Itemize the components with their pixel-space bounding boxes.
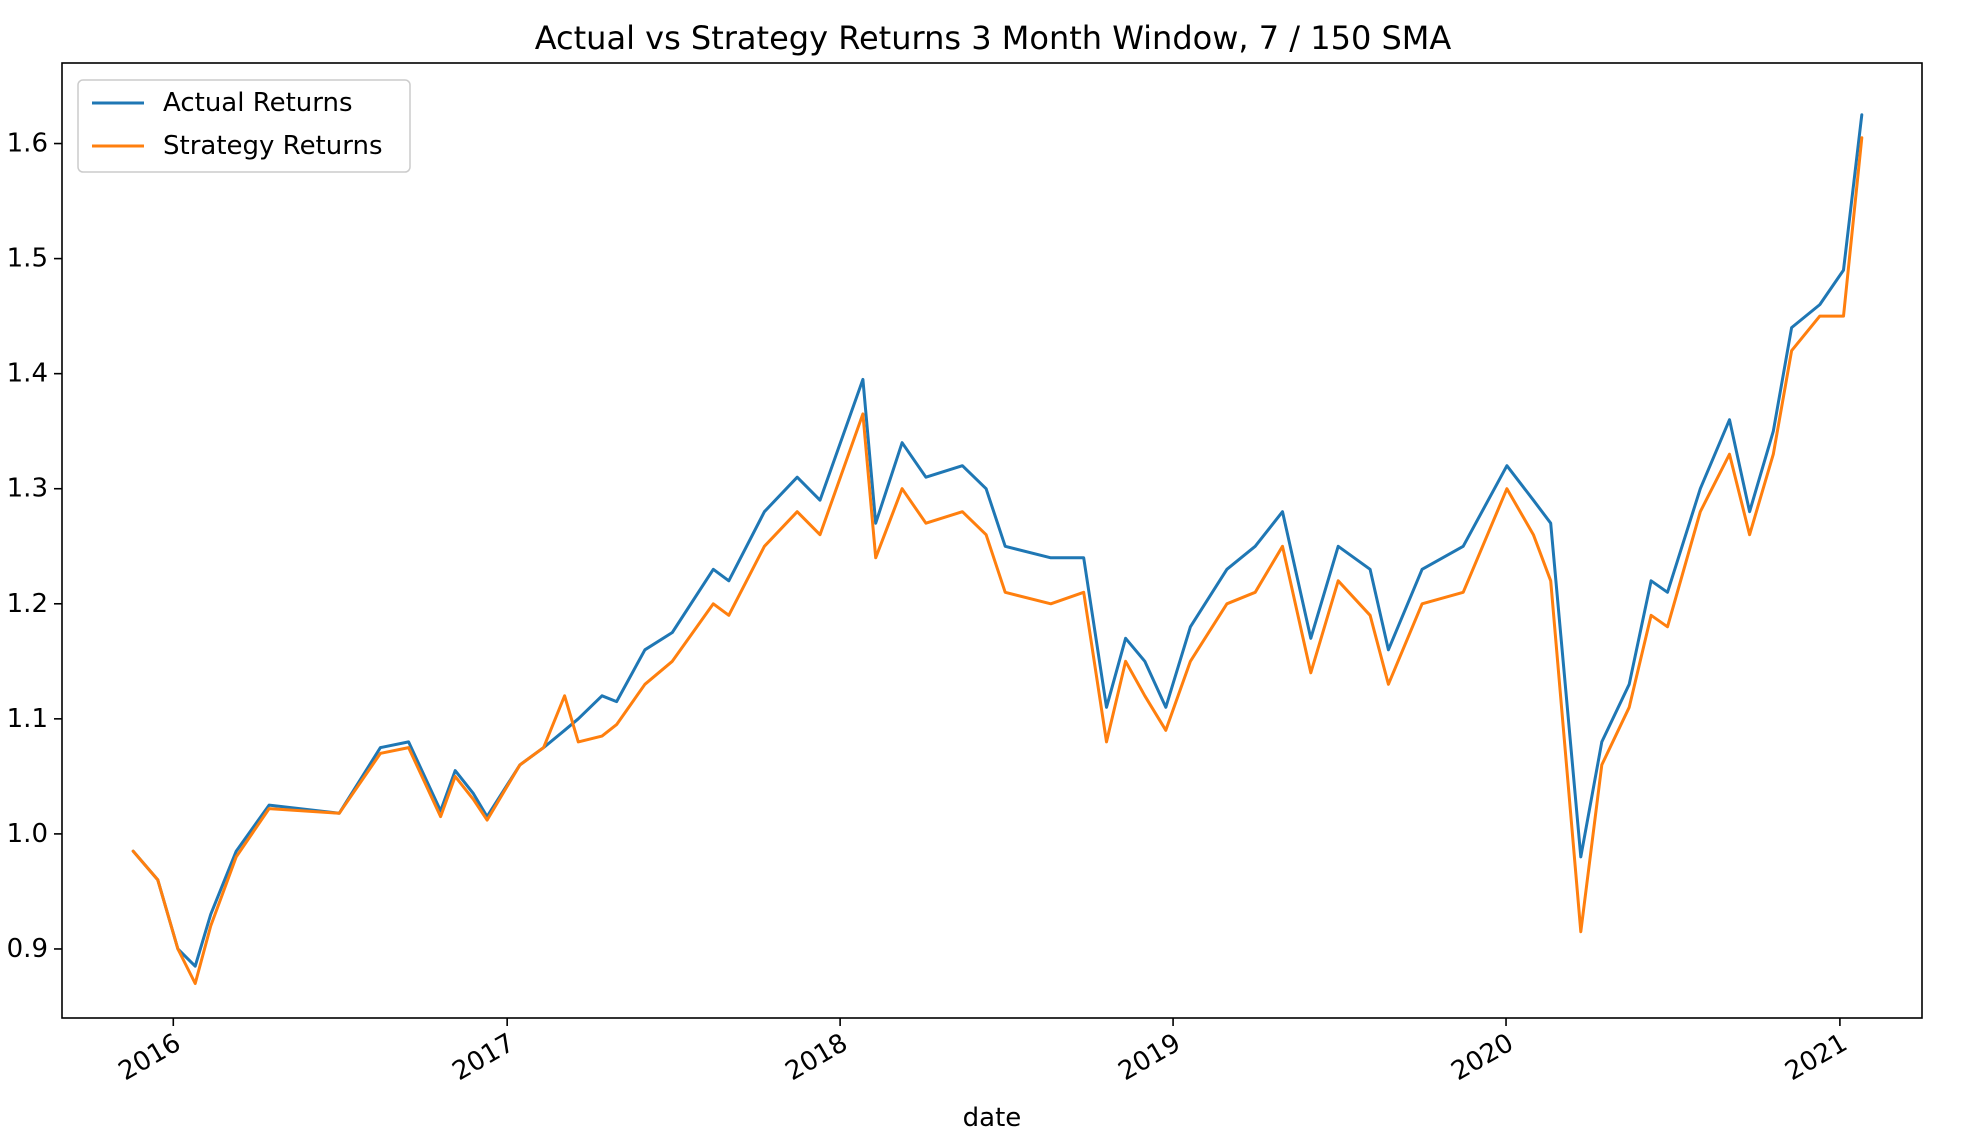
y-tick-label: 1.0: [7, 819, 48, 849]
x-tick-label: 2018: [781, 1028, 853, 1087]
y-tick-label: 1.1: [7, 704, 48, 734]
x-tick-label: 2017: [448, 1028, 520, 1087]
y-tick-label: 1.6: [7, 129, 48, 159]
plot-frame: [61, 62, 1923, 1019]
y-axis: 0.9 1.0 1.1 1.2 1.3 1.4 1.5 1.6: [7, 129, 62, 964]
x-tick-label: 2016: [114, 1028, 186, 1087]
x-axis-label: date: [963, 1103, 1022, 1133]
legend-label-strategy-returns: Strategy Returns: [163, 131, 383, 161]
x-tick-label: 2019: [1113, 1028, 1185, 1087]
series-line-strategy-returns: [131, 136, 1864, 985]
y-tick-label: 1.2: [7, 589, 48, 619]
y-tick-label: 1.5: [7, 244, 48, 274]
y-tick-label: 1.3: [7, 474, 48, 504]
x-tick-label: 2021: [1780, 1028, 1852, 1087]
y-tick-label: 1.4: [7, 359, 48, 389]
legend: Actual Returns Strategy Returns: [77, 79, 411, 173]
x-axis: 2016 2017 2018 2019 2020 2021: [114, 1018, 1853, 1087]
legend-label-actual-returns: Actual Returns: [163, 88, 353, 118]
series-layer: [131, 113, 1864, 985]
chart-title: Actual vs Strategy Returns 3 Month Windo…: [535, 19, 1452, 57]
legend-box: [77, 79, 411, 173]
x-tick-label: 2020: [1446, 1028, 1518, 1087]
series-line-actual-returns: [131, 113, 1864, 968]
y-tick-label: 0.9: [7, 934, 48, 964]
